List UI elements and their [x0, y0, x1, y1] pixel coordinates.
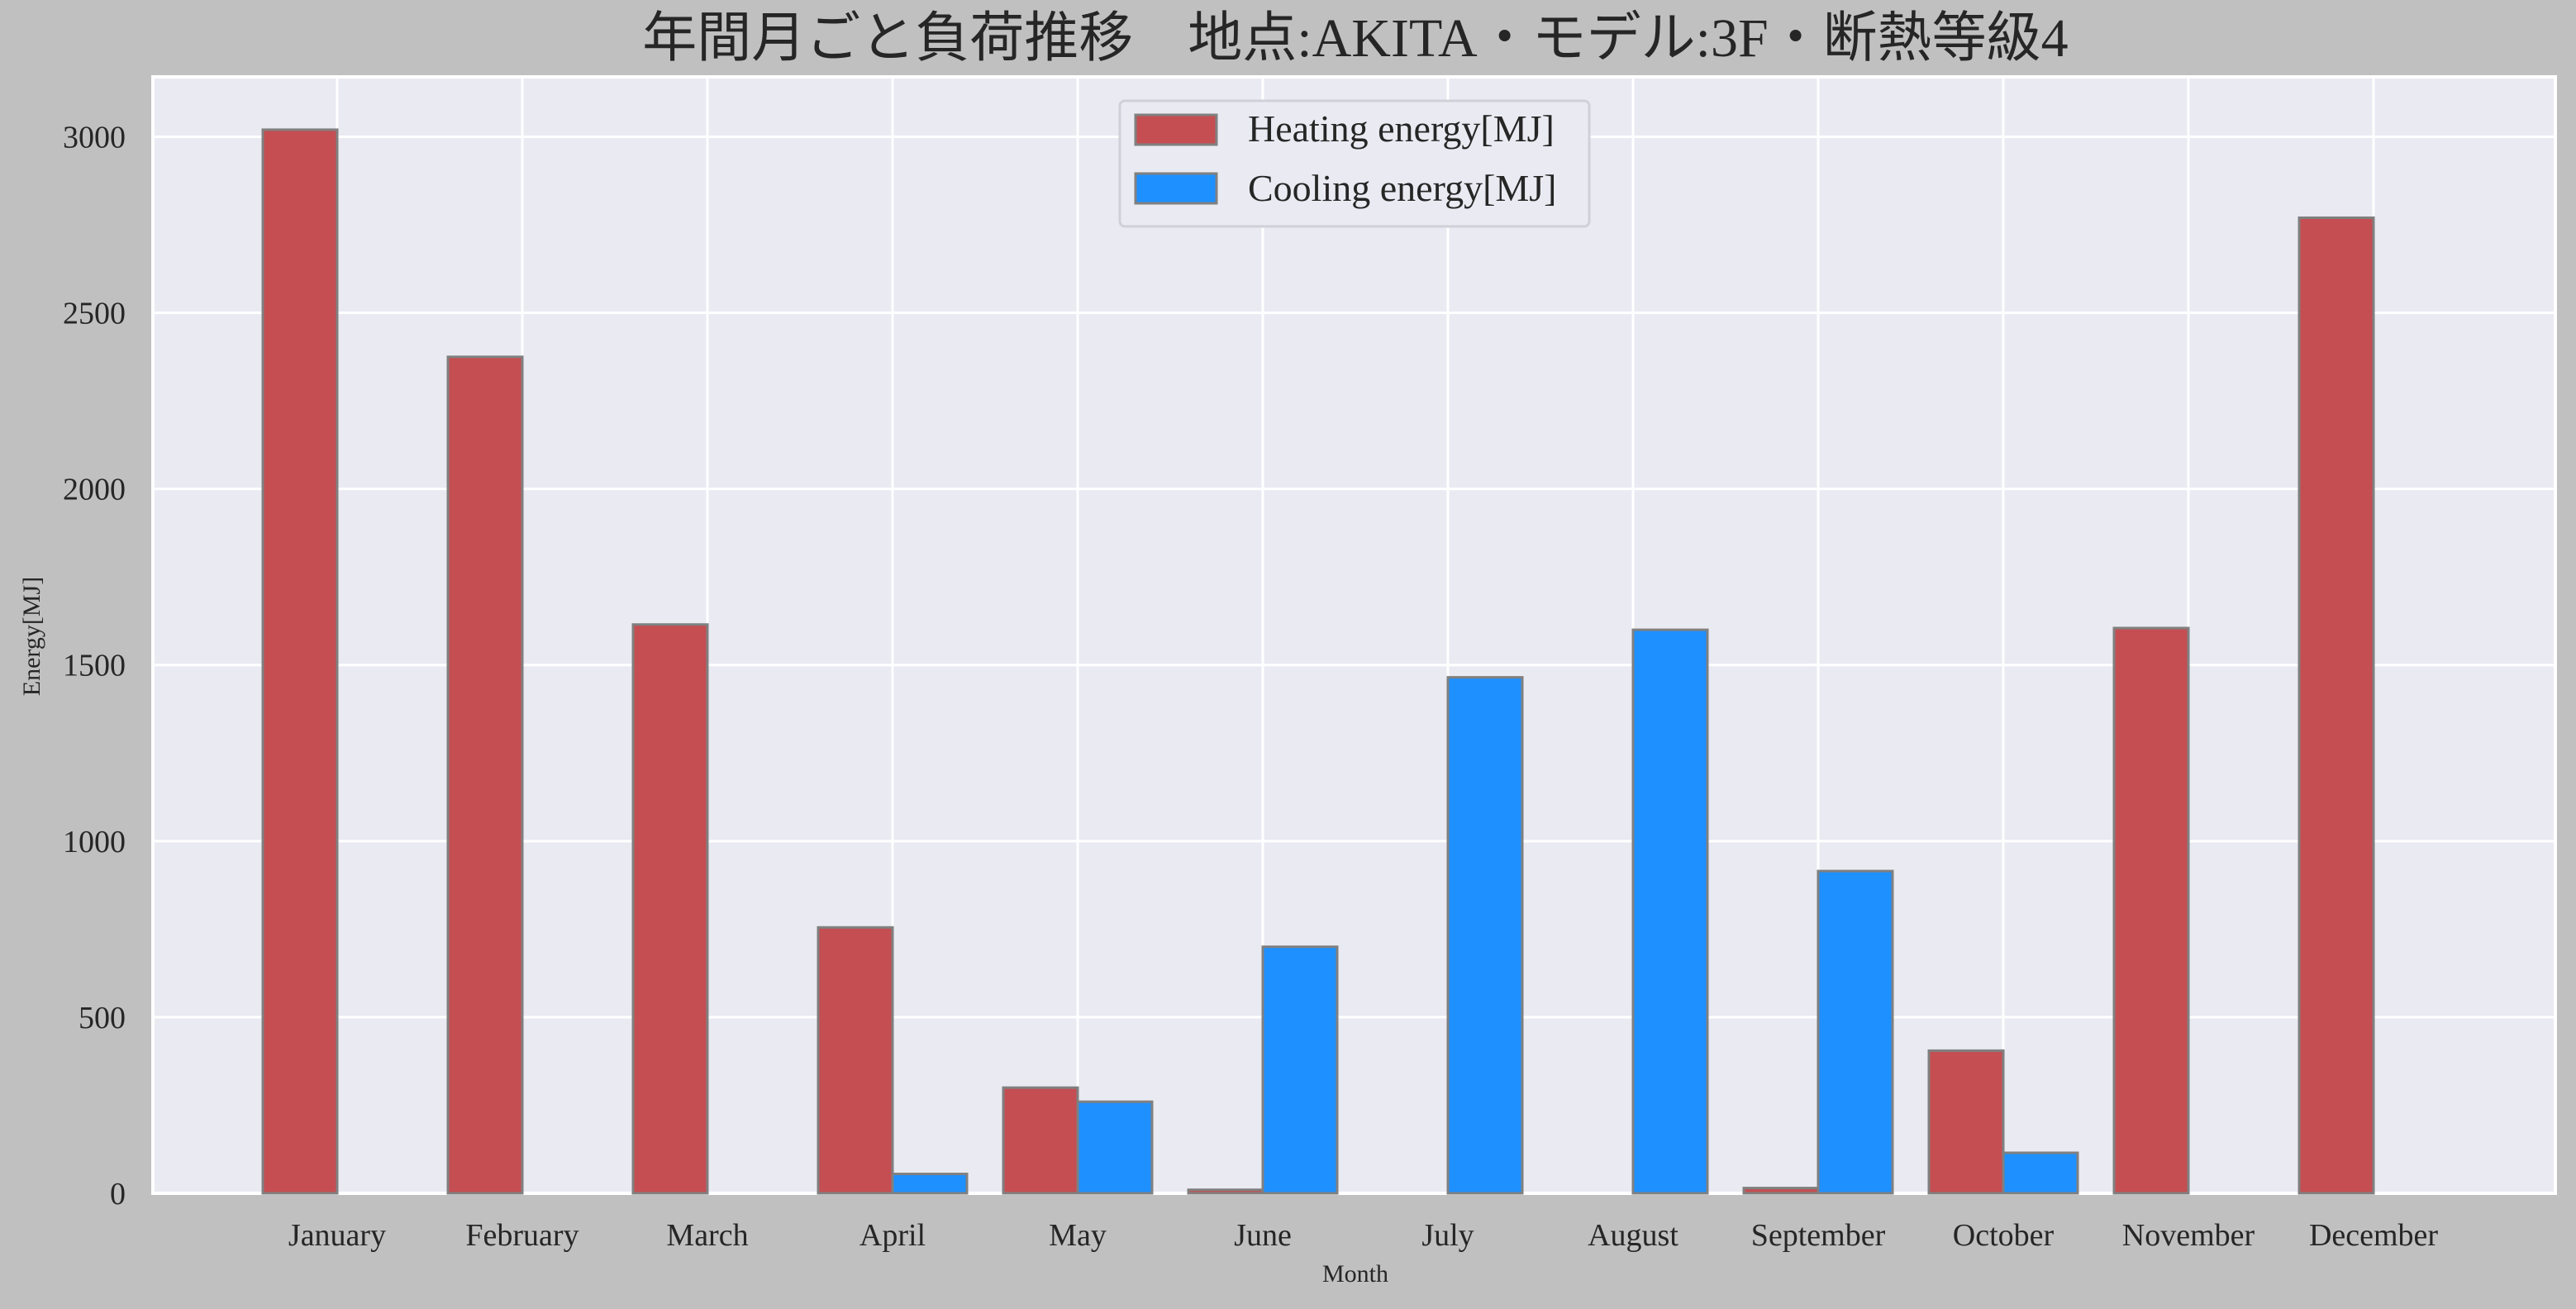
heating-bar	[261, 128, 339, 1195]
heating-bar	[631, 623, 709, 1195]
chart-title: 年間月ごと負荷推移 地点:AKITA・モデル:3F・断熱等級4	[642, 8, 2068, 69]
legend-item-cooling: Cooling energy[MJ]	[1134, 167, 1557, 209]
legend-label-heating: Heating energy[MJ]	[1248, 107, 1555, 150]
x-tick-label: February	[465, 1218, 579, 1253]
legend-swatch-heating	[1134, 113, 1218, 146]
legend: Heating energy[MJ] Cooling energy[MJ]	[1118, 99, 1591, 228]
x-axis-label: Month	[1322, 1260, 1388, 1288]
heating-bar	[1187, 1188, 1264, 1195]
y-tick-labels: 0 500 1000 1500 2000 2500 3000	[63, 120, 126, 1211]
y-tick-label: 2500	[63, 297, 126, 331]
x-tick-label: May	[1049, 1218, 1107, 1253]
cooling-bar	[1446, 676, 1524, 1195]
heating-bar	[1742, 1187, 1820, 1195]
x-tick-label: October	[1953, 1218, 2055, 1253]
x-tick-label: November	[2122, 1218, 2255, 1253]
legend-item-heating: Heating energy[MJ]	[1134, 107, 1555, 150]
heating-bar	[2297, 216, 2375, 1195]
cooling-bar	[1631, 628, 1709, 1195]
heating-bar	[446, 355, 524, 1195]
x-tick-label: December	[2309, 1218, 2438, 1253]
x-tick-label: January	[288, 1218, 386, 1253]
y-axis-label: Energy[MJ]	[18, 577, 45, 696]
y-tick-label: 500	[79, 1001, 126, 1035]
y-tick-label: 1000	[63, 825, 126, 859]
x-tick-label: April	[859, 1218, 926, 1253]
x-tick-label: August	[1588, 1218, 1678, 1253]
heating-bar	[817, 926, 894, 1195]
heating-bar	[2112, 626, 2190, 1195]
legend-swatch-cooling	[1134, 172, 1218, 205]
legend-label-cooling: Cooling energy[MJ]	[1248, 167, 1557, 209]
heating-bar	[1927, 1049, 2005, 1195]
y-tick-label: 3000	[63, 120, 126, 155]
x-tick-label: March	[666, 1218, 748, 1253]
cooling-bar	[2002, 1151, 2079, 1195]
cooling-bar	[891, 1173, 969, 1195]
x-tick-label: June	[1234, 1218, 1292, 1253]
y-tick-label: 1500	[63, 649, 126, 683]
cooling-bar	[1817, 869, 1894, 1195]
y-tick-label: 0	[110, 1177, 126, 1211]
legend-box	[1118, 99, 1591, 228]
cooling-bar	[1076, 1100, 1154, 1195]
x-tick-label: September	[1751, 1218, 1886, 1253]
bars	[261, 128, 2375, 1195]
x-tick-labels: January February March April May June July Augu…	[288, 1218, 2438, 1253]
heating-bar	[1002, 1086, 1079, 1195]
cooling-bar	[1261, 945, 1339, 1195]
y-tick-label: 2000	[63, 473, 126, 507]
x-tick-label: July	[1421, 1218, 1474, 1253]
